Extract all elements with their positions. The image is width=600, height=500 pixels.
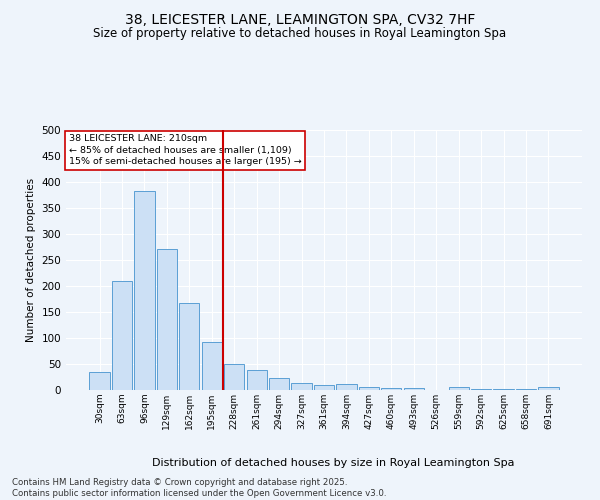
Bar [202, 342, 222, 390]
Bar [292, 383, 311, 390]
Text: 38 LEICESTER LANE: 210sqm
← 85% of detached houses are smaller (1,109)
15% of se: 38 LEICESTER LANE: 210sqm ← 85% of detac… [68, 134, 301, 166]
Text: Distribution of detached houses by size in Royal Leamington Spa: Distribution of detached houses by size … [152, 458, 514, 468]
Text: Size of property relative to detached houses in Royal Leamington Spa: Size of property relative to detached ho… [94, 28, 506, 40]
Bar [538, 388, 559, 390]
Bar [449, 388, 469, 390]
Bar [314, 385, 334, 390]
Bar [112, 281, 132, 390]
Bar [224, 364, 244, 390]
Bar [404, 388, 424, 390]
Bar [89, 372, 110, 390]
Bar [247, 370, 267, 390]
Bar [157, 248, 177, 390]
Bar [269, 378, 289, 390]
Bar [179, 302, 199, 390]
Bar [337, 384, 356, 390]
Text: Contains HM Land Registry data © Crown copyright and database right 2025.
Contai: Contains HM Land Registry data © Crown c… [12, 478, 386, 498]
Bar [359, 387, 379, 390]
Bar [134, 191, 155, 390]
Bar [381, 388, 401, 390]
Text: 38, LEICESTER LANE, LEAMINGTON SPA, CV32 7HF: 38, LEICESTER LANE, LEAMINGTON SPA, CV32… [125, 12, 475, 26]
Y-axis label: Number of detached properties: Number of detached properties [26, 178, 36, 342]
